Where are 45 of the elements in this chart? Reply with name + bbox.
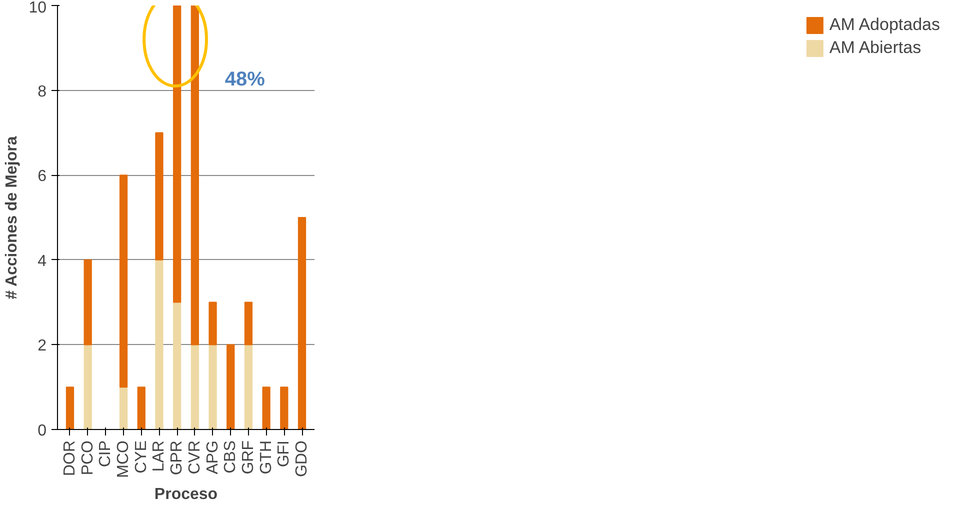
legend-label: AM Adoptadas [829,15,940,35]
bar [137,386,146,430]
annotation: 48% [224,68,266,90]
bar [262,386,270,430]
bar [208,344,217,430]
bar [173,302,182,430]
x-tick-label: GFI [276,440,293,468]
x-tick-label: CVR [186,440,204,474]
bar [244,344,253,430]
y-tick-label: 8 [38,83,47,100]
y-tick-label: 2 [38,338,47,355]
x-tick-label: LAR [150,440,168,472]
bar [84,259,92,346]
bar [190,6,199,346]
bar [66,386,74,430]
bar [280,386,288,430]
x-axis-title: Proceso [154,486,218,503]
bar [155,259,164,430]
x-tick-label: GPR [168,440,186,476]
bar [244,302,253,346]
bar [298,217,306,430]
x-tick-label: CIP [97,440,114,468]
bar [173,6,182,303]
bar [119,386,128,430]
x-tick-label: APG [204,440,222,474]
y-axis-title: # Acciones de Mejora [4,136,21,300]
x-tick-label: PCO [79,440,96,476]
y-tick-label: 10 [28,0,47,16]
bar [155,132,164,260]
y-tick-label: 6 [38,168,47,186]
x-tick-label: MCO [115,440,132,478]
bar [84,344,92,430]
bar [226,344,235,430]
x-tick-label: GDO [294,440,311,477]
bar [190,344,199,430]
x-tick-label: CYE [132,440,150,474]
x-tick-label: GTH [258,440,275,474]
legend-label: AM Abiertas [829,38,922,58]
bar [119,174,128,388]
y-tick-label: 4 [38,252,47,270]
x-tick-label: GRF [240,440,257,474]
bar [208,302,217,346]
x-tick-label: DOR [61,440,78,476]
x-tick-label: CBS [222,440,240,474]
y-tick-label: 0 [38,422,47,440]
